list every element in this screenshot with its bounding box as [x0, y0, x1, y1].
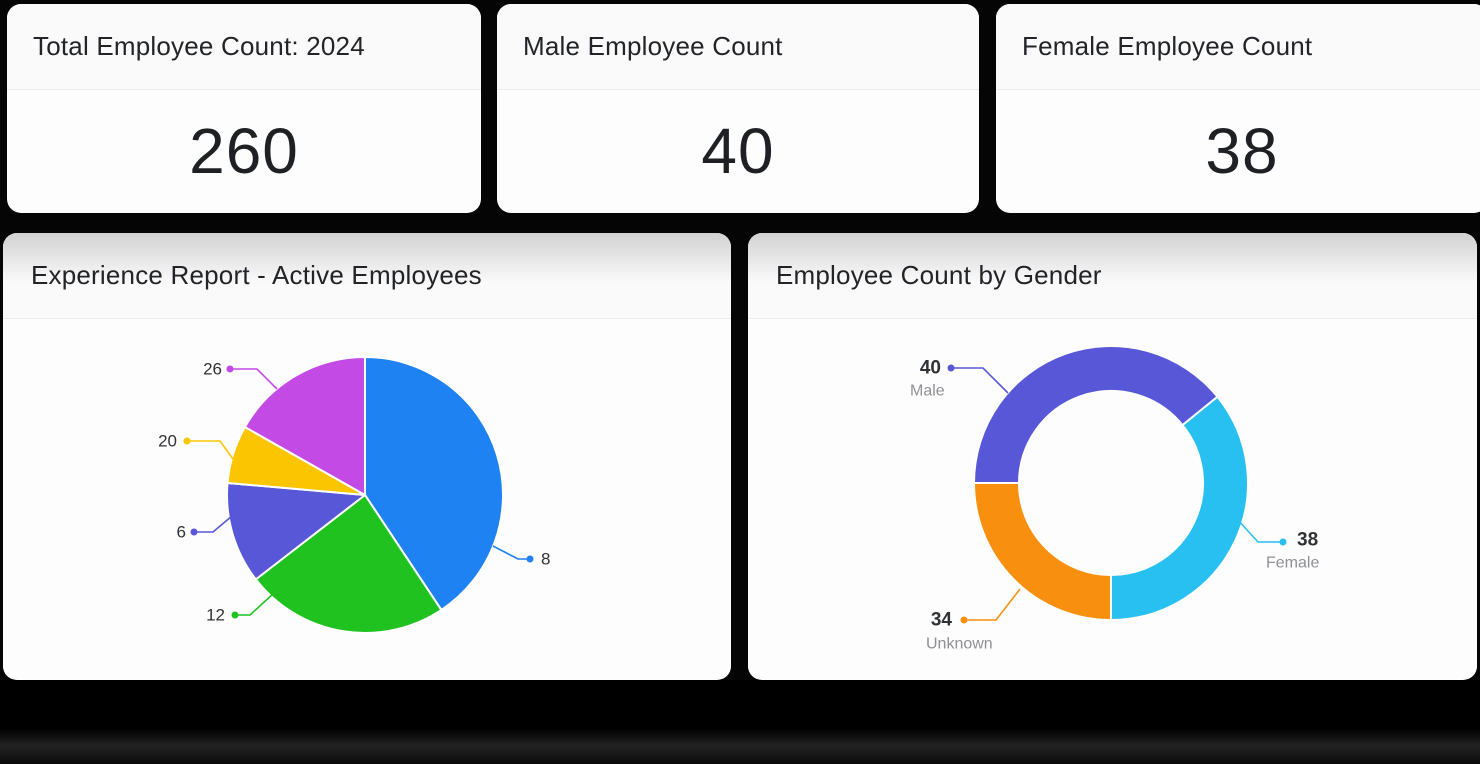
- kpi-card-male-employee-count: Male Employee Count 40: [497, 4, 979, 213]
- kpi-card-title: Total Employee Count: 2024: [33, 31, 365, 61]
- slice-value-label: 34: [931, 610, 953, 631]
- pie-slice-26[interactable]: [243, 356, 366, 496]
- kpi-card-total-employee-count: Total Employee Count: 2024 260: [7, 4, 481, 213]
- label-leader-dot: [226, 365, 234, 373]
- kpi-card-female-employee-count: Female Employee Count 38: [996, 4, 1480, 213]
- pie-slice-6[interactable]: [226, 481, 366, 581]
- chart-card-header: Employee Count by Gender: [748, 233, 1477, 319]
- chart-title: Experience Report - Active Employees: [31, 260, 482, 290]
- kpi-card-body: 38: [996, 90, 1480, 212]
- page-background-shadow: [0, 680, 1480, 764]
- donut-slice-female[interactable]: [1110, 395, 1249, 621]
- kpi-card-title: Female Employee Count: [1022, 31, 1313, 61]
- label-leader-dot: [960, 616, 968, 624]
- donut-slice-unknown[interactable]: [973, 482, 1112, 621]
- slice-category-label: Unknown: [926, 636, 993, 653]
- kpi-card-header: Total Employee Count: 2024: [7, 4, 481, 90]
- kpi-value: 260: [189, 115, 299, 187]
- chart-title: Employee Count by Gender: [776, 260, 1102, 290]
- chart-card-gender-count: Employee Count by Gender 40 Male 38 Female 3…: [748, 233, 1477, 680]
- kpi-value: 40: [701, 115, 775, 187]
- label-leader-dot: [947, 364, 955, 372]
- kpi-card-header: Female Employee Count: [996, 4, 1480, 90]
- chart-card-header: Experience Report - Active Employees: [3, 233, 731, 319]
- label-leader-dot: [1279, 538, 1287, 546]
- slice-value-label: 6: [177, 523, 186, 542]
- kpi-card-body: 40: [497, 90, 979, 212]
- slice-value-label: 20: [158, 432, 177, 451]
- chart-area: 8 12 6 20 26: [3, 319, 731, 679]
- experience-pie-chart: 8 12 6 20 26: [158, 356, 550, 634]
- slice-value-label: 40: [920, 358, 941, 379]
- kpi-card-header: Male Employee Count: [497, 4, 979, 90]
- slice-value-label: 38: [1297, 530, 1318, 551]
- label-leader-dot: [183, 437, 191, 445]
- label-leader-line: [492, 545, 530, 560]
- label-leader-dot: [526, 555, 534, 563]
- kpi-card-body: 260: [7, 90, 481, 212]
- label-leader-dot: [190, 528, 198, 536]
- chart-area: 40 Male 38 Female 34 Unknown: [748, 319, 1477, 679]
- kpi-value: 38: [1205, 115, 1279, 187]
- label-leader-line: [1236, 518, 1283, 543]
- label-leader-line: [230, 368, 278, 390]
- kpi-card-title: Male Employee Count: [523, 31, 783, 61]
- chart-card-experience-report: Experience Report - Active Employees 8 12…: [3, 233, 731, 680]
- label-leader-line: [951, 367, 1009, 394]
- label-leader-line: [235, 593, 274, 616]
- label-leader-dot: [231, 611, 239, 619]
- slice-value-label: 8: [541, 550, 550, 569]
- gender-donut-chart: 40 Male 38 Female 34 Unknown: [910, 345, 1319, 653]
- slice-value-label: 12: [206, 606, 225, 625]
- slice-category-label: Female: [1266, 555, 1319, 572]
- slice-value-label: 26: [203, 360, 222, 379]
- label-leader-line: [187, 440, 234, 460]
- label-leader-line: [964, 588, 1021, 621]
- label-leader-line: [194, 515, 233, 533]
- slice-category-label: Male: [910, 383, 945, 400]
- donut-slice-male[interactable]: [973, 345, 1219, 484]
